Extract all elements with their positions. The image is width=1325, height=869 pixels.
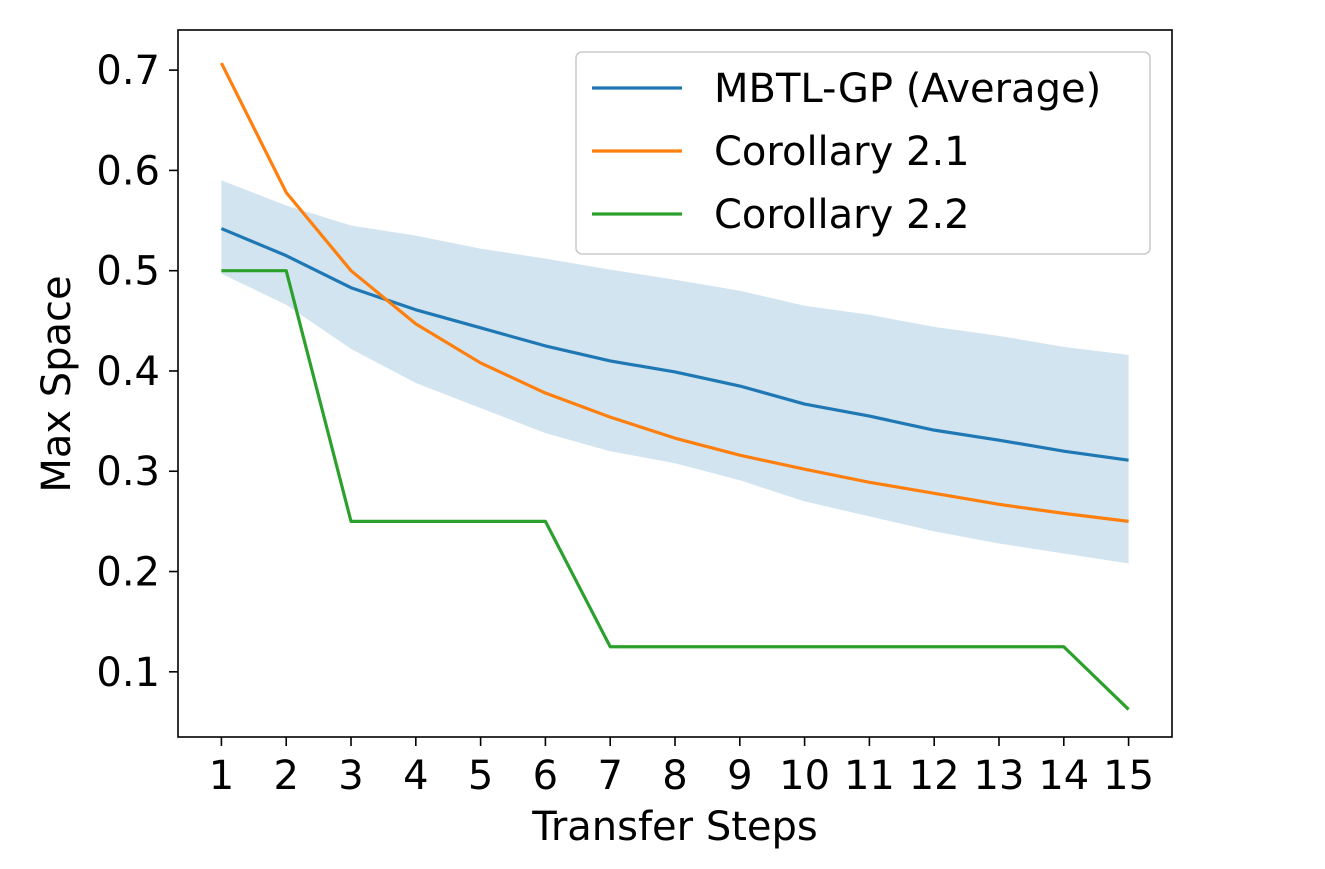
x-tick-label: 5 <box>468 753 493 799</box>
y-axis-label: Max Space <box>34 275 80 492</box>
y-tick-label: 0.6 <box>96 148 160 194</box>
y-tick-label: 0.7 <box>96 48 160 94</box>
series-lines <box>219 62 1130 711</box>
x-tick-label: 12 <box>909 753 960 799</box>
series-line-1 <box>219 62 1129 523</box>
legend-label: Corollary 2.2 <box>714 192 970 238</box>
y-tick-label: 0.1 <box>96 650 160 696</box>
y-axis: 0.1 0.2 0.3 0.4 0.5 0.6 0.7 <box>96 48 178 696</box>
x-axis: 1 2 3 4 5 6 7 8 9 10 11 12 13 14 15 <box>209 737 1154 799</box>
y-tick-label: 0.4 <box>96 349 160 395</box>
y-tick-label: 0.2 <box>96 550 160 596</box>
y-tick-label: 0.5 <box>96 249 160 295</box>
x-tick-label: 10 <box>779 753 830 799</box>
x-tick-label: 13 <box>974 753 1025 799</box>
series-line-2 <box>221 269 1130 711</box>
legend-frame <box>575 51 1151 255</box>
legend: MBTL-GP (Average) Corollary 2.1 Corollary … <box>575 51 1151 255</box>
x-tick-label: 8 <box>662 753 687 799</box>
x-tick-label: 2 <box>273 753 298 799</box>
x-tick-label: 1 <box>209 753 234 799</box>
series-line-0 <box>220 227 1129 462</box>
y-tick-label: 0.3 <box>96 449 160 495</box>
x-tick-label: 7 <box>597 753 622 799</box>
x-tick-label: 15 <box>1103 753 1154 799</box>
x-tick-label: 11 <box>844 753 895 799</box>
legend-label: MBTL-GP (Average) <box>714 66 1101 112</box>
x-tick-label: 9 <box>727 753 752 799</box>
x-tick-label: 4 <box>403 753 428 799</box>
x-tick-label: 3 <box>338 753 363 799</box>
x-tick-label: 6 <box>533 753 558 799</box>
x-axis-label: Transfer Steps <box>531 804 817 850</box>
legend-label: Corollary 2.1 <box>714 129 970 175</box>
x-tick-label: 14 <box>1038 753 1089 799</box>
